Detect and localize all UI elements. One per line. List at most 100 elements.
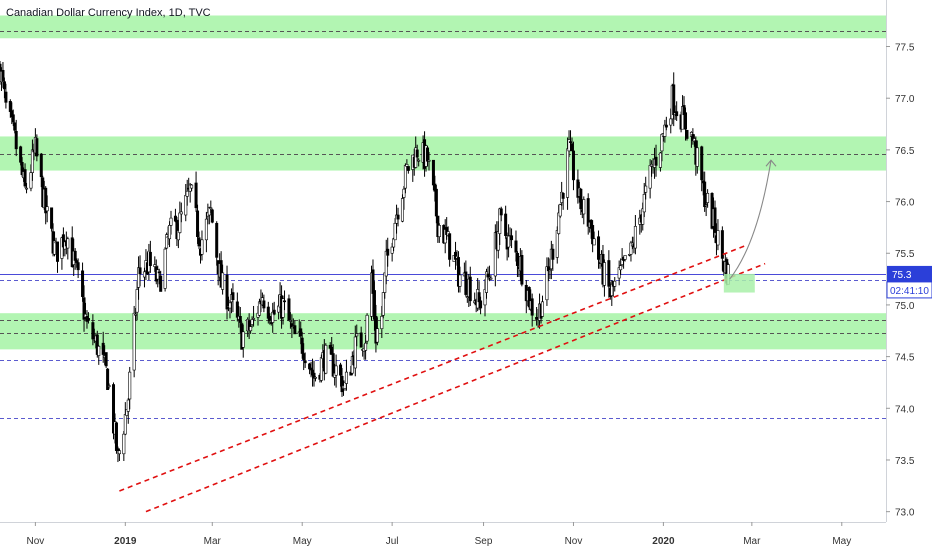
candle-body — [2, 81, 6, 90]
candle-body — [204, 218, 208, 241]
candle-body — [415, 149, 419, 158]
candle-body — [520, 255, 524, 285]
candle-body — [148, 251, 152, 266]
candle-body — [484, 271, 488, 293]
candle-body — [515, 252, 519, 266]
price-label-bg — [887, 265, 932, 282]
candle-body — [545, 266, 549, 301]
candle-body — [426, 147, 430, 162]
candle-body — [190, 184, 194, 189]
y-tick-label: 76.0 — [895, 198, 915, 209]
candle-body — [567, 139, 571, 152]
candle-body — [496, 231, 500, 251]
candle-body — [364, 342, 368, 351]
candle-body — [81, 270, 85, 297]
candle-body — [76, 262, 80, 271]
candle-body — [252, 318, 256, 320]
candle-body — [340, 375, 344, 393]
candle-body — [386, 248, 390, 256]
y-tick-label: 74.5 — [895, 353, 915, 364]
arrow-head-icon — [765, 159, 777, 167]
candle-body — [393, 222, 397, 241]
candle-body — [504, 213, 508, 236]
candle-body — [122, 433, 126, 455]
candle-body — [91, 322, 95, 340]
candle-body — [283, 300, 287, 303]
candle-body — [390, 246, 394, 254]
candle-body — [299, 328, 303, 337]
candle-body — [339, 364, 343, 376]
candle-body — [104, 352, 108, 367]
countdown-bg — [886, 281, 932, 299]
candle-body — [14, 130, 18, 150]
y-tick-label: 77.5 — [895, 43, 915, 54]
zone-1 — [0, 136, 886, 171]
y-tick-label: 75.5 — [895, 249, 915, 260]
candle-body — [156, 269, 160, 280]
candle-body — [458, 274, 462, 287]
candle-body — [23, 169, 27, 187]
candle-body — [313, 376, 317, 379]
zone-2 — [0, 313, 886, 350]
candle-body — [551, 248, 555, 260]
candle-body — [355, 333, 359, 337]
candle-body — [664, 124, 668, 128]
y-tick-label: 76.5 — [895, 146, 915, 157]
candle-body — [331, 353, 335, 377]
candle-body — [75, 260, 79, 263]
x-tick-label: 2020 — [652, 536, 675, 547]
candle-body — [134, 313, 138, 316]
candle-body — [507, 235, 511, 248]
candle-body — [19, 146, 23, 163]
candle-body — [380, 316, 384, 330]
candle-body — [706, 192, 710, 203]
candle-body — [437, 225, 441, 238]
candle-body — [163, 248, 167, 289]
candle-body — [375, 328, 379, 343]
candle-body — [66, 238, 70, 249]
candle-body — [541, 301, 545, 317]
candle-body — [309, 367, 313, 371]
countdown-label: 02:41:10 — [890, 286, 929, 297]
candle-body — [200, 239, 204, 255]
candle-body — [675, 111, 679, 117]
y-tick-label: 73.0 — [895, 508, 915, 519]
candle-body — [592, 238, 596, 246]
candle-body — [555, 230, 559, 258]
candle-body — [73, 250, 77, 261]
candle-body — [196, 210, 200, 238]
projection-arrow — [729, 160, 772, 280]
candle-body — [642, 194, 646, 213]
candle-body — [45, 206, 49, 212]
candle-body — [406, 166, 410, 171]
candle-body — [402, 188, 406, 198]
trendline-0 — [119, 245, 745, 492]
candle-body — [660, 134, 664, 152]
y-tick-label: 75.0 — [895, 301, 915, 312]
candle-body — [197, 237, 201, 247]
candle-body — [713, 207, 717, 233]
candle-body — [548, 269, 552, 272]
candle-body — [302, 353, 306, 361]
candle-body — [720, 230, 724, 259]
candle-body — [499, 208, 503, 216]
candle-body — [582, 199, 586, 215]
x-tick-label: 2019 — [114, 536, 137, 547]
trendline-1 — [145, 262, 766, 513]
candle-body — [221, 272, 225, 290]
candle-body — [159, 275, 163, 292]
candle-body — [365, 314, 369, 342]
candle-body — [372, 290, 376, 320]
candle-body — [353, 336, 357, 369]
candle-body — [431, 159, 435, 186]
candle-body — [561, 192, 565, 199]
candle-body — [114, 422, 118, 451]
candle-body — [184, 195, 188, 216]
candle-body — [142, 271, 146, 278]
candle-body — [132, 312, 136, 371]
candle-body — [510, 235, 514, 241]
candle-body — [489, 277, 493, 280]
candle-body — [324, 344, 328, 374]
candle-body — [571, 150, 575, 181]
